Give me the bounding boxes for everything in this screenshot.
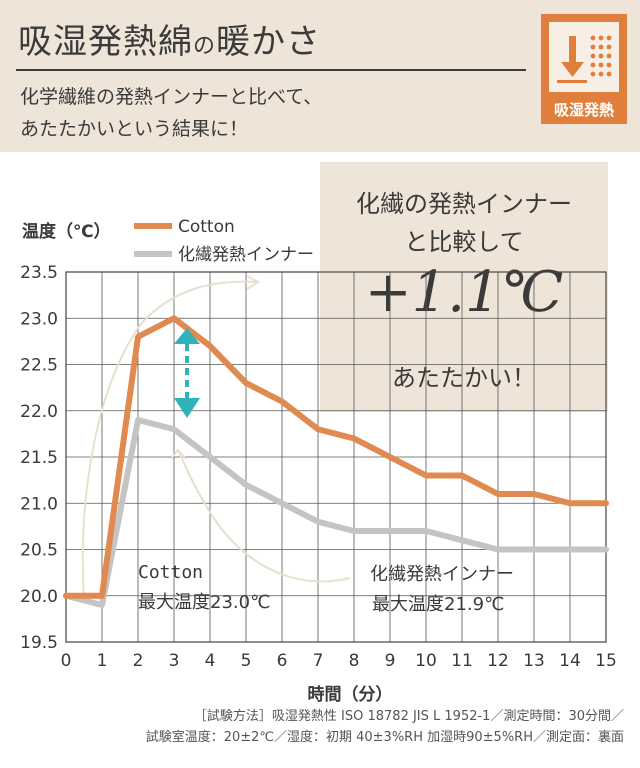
x-tick-label: 3: [169, 651, 180, 671]
badge-graphic: [557, 35, 612, 83]
synthetic-pointer-curve: [177, 449, 351, 583]
y-tick-label: 21.0: [20, 494, 58, 514]
x-tick-label: 15: [595, 651, 617, 671]
x-tick-label: 6: [277, 651, 288, 671]
annotation-synthetic-max: 最大温度21.9℃: [372, 594, 504, 615]
moisture-heat-badge: 吸湿発熱: [541, 14, 627, 124]
test-method-footnote: ［試験方法］吸湿発熱性 ISO 18782 JIS L 1952-1／測定時間：…: [146, 706, 624, 748]
y-tick-labels: 19.5 20.0 20.5 21.0 21.5 22.0 22.5 23.0 23.5: [20, 263, 58, 653]
series-lines: [63, 315, 609, 608]
series-line-synthetic: [63, 417, 609, 608]
max-temp-annotations: Cotton 最大温度23.0℃ 化繊発熱インナー 最大温度21.9℃: [138, 562, 514, 615]
callout-line-2: と比較して: [404, 228, 524, 256]
moisture-heat-icon: [549, 22, 619, 92]
title-tail: 暖かさ: [216, 22, 322, 62]
comparison-callout: 化繊の発熱インナー と比較して +1.1℃ あたたかい！: [320, 162, 608, 412]
x-tick-label: 11: [451, 651, 473, 671]
badge-dot: [598, 53, 604, 59]
badge-dot: [590, 71, 596, 77]
legend-label-synthetic: 化繊発熱インナー: [178, 245, 314, 265]
badge-dot: [606, 44, 612, 50]
page-title: 吸湿発熱綿の暖かさ: [18, 14, 321, 63]
badge-dot: [590, 53, 596, 59]
x-tick-label: 4: [205, 651, 216, 671]
callout-line-3: あたたかい！: [392, 364, 536, 392]
difference-arrow-down: [174, 398, 200, 418]
badge-dot: [598, 62, 604, 68]
header-panel: 吸湿発熱綿の暖かさ 化学繊維の発熱インナーと比べて、 あたたかいという結果に！ …: [0, 0, 640, 152]
x-tick-label: 9: [385, 651, 396, 671]
badge-dot: [590, 62, 596, 68]
x-tick-label: 1: [97, 651, 108, 671]
badge-dot: [590, 35, 596, 41]
cotton-pointer-head: [246, 275, 260, 290]
cotton-pointer-curve: [81, 280, 259, 601]
y-tick-label: 23.0: [20, 309, 58, 329]
badge-dot: [606, 53, 612, 59]
legend-label-cotton: Cotton: [178, 217, 235, 237]
badge-dot: [598, 35, 604, 41]
title-underline: [16, 69, 526, 71]
decorative-curves: [81, 275, 351, 601]
synthetic-pointer-head: [170, 448, 187, 460]
x-tick-label: 13: [523, 651, 545, 671]
y-tick-label: 19.5: [20, 633, 58, 653]
plot-frame: [65, 271, 607, 643]
x-tick-label: 2: [133, 651, 144, 671]
difference-arrow: [174, 328, 200, 418]
footnote-line-1: ［試験方法］吸湿発熱性 ISO 18782 JIS L 1952-1／測定時間：…: [193, 709, 624, 724]
badge-dot: [606, 35, 612, 41]
badge-dot: [606, 62, 612, 68]
x-tick-label: 8: [349, 651, 360, 671]
badge-label: 吸湿発熱: [553, 101, 614, 119]
x-tick-label: 0: [61, 651, 72, 671]
badge-dot: [606, 71, 612, 77]
chart-legend: Cotton 化繊発熱インナー: [134, 217, 314, 265]
y-tick-label: 23.5: [20, 263, 58, 283]
annotation-synthetic-name: 化繊発熱インナー: [370, 564, 514, 585]
title-particle: の: [193, 34, 217, 59]
x-axis-label: 時間（分）: [308, 684, 393, 705]
x-tick-label: 7: [313, 651, 324, 671]
title-main: 吸湿発熱綿: [18, 22, 193, 62]
y-tick-label: 22.5: [20, 356, 58, 376]
difference-arrow-up: [174, 328, 200, 344]
badge-dot: [598, 71, 604, 77]
badge-dot: [590, 44, 596, 50]
footnote-line-2: 試験室温度：20±2℃／湿度：初期 40±3%RH 加湿時90±5%RH／測定面…: [145, 730, 624, 745]
badge-dot: [598, 44, 604, 50]
subtitle-line-1: 化学繊維の発熱インナーと比べて、: [20, 86, 323, 108]
annotation-cotton-max: 最大温度23.0℃: [138, 592, 270, 613]
subtitle-line-2: あたたかいという結果に！: [20, 118, 249, 140]
callout-big-value: +1.1℃: [364, 260, 564, 325]
x-tick-label: 14: [559, 651, 581, 671]
y-axis-label: 温度（℃）: [22, 221, 111, 242]
x-tick-label: 12: [487, 651, 509, 671]
x-tick-label: 5: [241, 651, 252, 671]
y-tick-label: 21.5: [20, 448, 58, 468]
annotation-cotton-name: Cotton: [138, 562, 203, 583]
callout-line-1: 化繊の発熱インナー: [356, 190, 572, 218]
series-line-cotton: [63, 315, 609, 599]
y-tick-label: 20.5: [20, 541, 58, 561]
y-tick-label: 22.0: [20, 402, 58, 422]
y-tick-label: 20.0: [20, 587, 58, 607]
x-tick-label: 10: [415, 651, 437, 671]
chart-grid: [66, 272, 606, 642]
x-tick-labels: 0 1 2 3 4 5 6 7 8 9 10 11 12 13 14 15: [61, 651, 617, 671]
